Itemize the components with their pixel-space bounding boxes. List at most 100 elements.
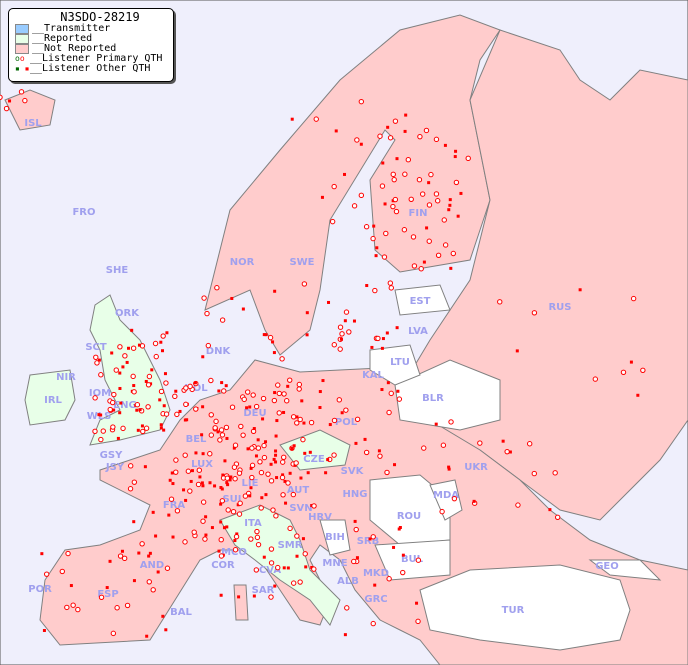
listener-other-qth-marker	[194, 451, 198, 455]
listener-other-qth-marker	[381, 161, 385, 165]
listener-other-qth-marker	[219, 593, 223, 597]
listener-other-qth-marker	[193, 381, 197, 385]
listener-other-qth-marker	[370, 345, 374, 349]
listener-other-qth-marker	[447, 467, 451, 471]
country-label-jsy: JSY	[105, 462, 125, 473]
listener-primary-qth-marker	[218, 553, 225, 559]
listener-primary-qth-marker	[401, 227, 408, 233]
listener-other-qth-marker	[273, 289, 277, 293]
listener-other-qth-marker	[282, 566, 286, 570]
listener-primary-qth-marker	[92, 395, 98, 401]
listener-other-qth-marker	[249, 486, 253, 490]
country-label-cze: CZE	[303, 454, 325, 465]
listener-primary-qth-marker	[232, 547, 239, 553]
country-label-hrv: HRV	[308, 512, 332, 523]
listener-primary-qth-marker	[109, 399, 116, 406]
listener-primary-qth-marker	[392, 118, 399, 124]
listener-other-qth-marker	[222, 526, 226, 530]
listener-other-qth-marker	[201, 484, 205, 488]
listener-other-qth-marker	[380, 388, 384, 392]
listener-other-qth-marker	[143, 465, 147, 469]
listener-other-qth-marker	[162, 428, 166, 432]
listener-primary-qth-marker	[65, 550, 71, 557]
listener-other-qth-marker	[219, 486, 223, 490]
listener-primary-qth-marker	[242, 493, 249, 499]
listener-primary-qth-marker	[372, 287, 378, 294]
country-label-srb: SRB	[357, 536, 380, 547]
land-estonia	[394, 284, 451, 316]
listener-primary-qth-marker	[405, 156, 412, 163]
listener-primary-qth-marker	[284, 398, 290, 404]
land-scandinavia	[204, 14, 501, 356]
listener-primary-qth-marker	[134, 402, 141, 408]
listener-other-qth-marker	[97, 413, 101, 417]
listener-primary-qth-marker	[131, 389, 137, 395]
legend-label: __Listener Primary QTH	[30, 53, 163, 64]
listener-other-qth-marker	[304, 565, 308, 569]
listener-other-qth-marker	[328, 423, 332, 427]
listener-other-qth-marker	[132, 384, 136, 388]
listener-other-qth-marker	[201, 405, 205, 409]
listener-other-qth-marker	[200, 481, 204, 485]
listener-primary-qth-marker	[370, 620, 376, 627]
listener-other-qth-marker	[105, 586, 109, 590]
listener-primary-qth-marker	[187, 383, 193, 390]
listener-other-qth-marker	[274, 449, 278, 453]
listener-primary-qth-marker	[552, 470, 558, 476]
listener-primary-qth-marker	[98, 372, 104, 378]
listener-other-qth-marker	[210, 526, 214, 530]
listener-other-qth-marker	[164, 628, 168, 632]
listener-primary-qth-marker	[416, 176, 423, 183]
listener-primary-qth-marker	[268, 594, 274, 600]
listener-primary-qth-marker	[268, 546, 275, 552]
country-label-cor: COR	[211, 560, 235, 571]
listener-primary-qth-marker	[265, 471, 271, 477]
listener-primary-qth-marker	[160, 333, 166, 339]
listener-primary-qth-marker	[428, 171, 434, 178]
listener-primary-qth-marker	[182, 452, 188, 458]
listener-other-qth-marker	[249, 466, 253, 470]
country-label-fra: FRA	[163, 500, 186, 511]
land-lithuania	[369, 344, 421, 386]
listener-primary-qth-marker	[504, 448, 510, 455]
listener-primary-qth-marker	[297, 579, 303, 585]
listener-other-qth-marker	[223, 459, 227, 463]
listener-other-qth-marker	[221, 473, 225, 477]
not-reported-swatch	[15, 44, 29, 54]
country-label-bal: BAL	[170, 607, 192, 618]
listener-other-qth-marker	[286, 384, 290, 388]
listener-other-qth-marker	[189, 479, 193, 483]
listener-other-qth-marker	[42, 628, 46, 632]
listener-other-qth-marker	[288, 471, 292, 475]
listener-primary-qth-marker	[218, 537, 224, 543]
listener-primary-qth-marker	[531, 310, 538, 316]
listener-primary-qth-marker	[250, 392, 256, 398]
listener-other-qth-marker	[216, 430, 220, 434]
listener-other-qth-marker	[385, 331, 389, 335]
listener-primary-qth-marker	[212, 425, 218, 431]
listener-primary-qth-marker	[195, 481, 202, 488]
listener-primary-qth-marker	[208, 377, 214, 384]
listener-primary-qth-marker	[554, 514, 561, 520]
listener-other-qth-marker	[264, 440, 268, 444]
country-label-smr: SMR	[278, 540, 303, 551]
listener-primary-qth-marker	[254, 528, 260, 535]
legend-item-reported: __Reported	[9, 34, 173, 44]
listener-primary-qth-marker	[205, 342, 212, 349]
listener-primary-qth-marker	[297, 416, 303, 423]
listener-primary-qth-marker	[337, 346, 343, 352]
listener-primary-qth-marker	[229, 404, 236, 410]
listener-other-qth-marker	[343, 319, 347, 323]
listener-primary-qth-marker	[294, 420, 300, 426]
country-label-hol: HOL	[184, 383, 208, 394]
listener-primary-qth-marker	[392, 196, 399, 203]
listener-primary-qth-marker	[107, 406, 113, 413]
listener-other-qth-marker	[292, 444, 296, 448]
listener-primary-qth-marker	[417, 133, 423, 140]
listener-primary-qth-marker	[110, 630, 117, 637]
listener-primary-qth-marker	[384, 469, 390, 476]
listener-other-qth-marker	[154, 534, 158, 538]
listener-primary-qth-marker	[280, 454, 287, 460]
listener-other-qth-marker	[219, 520, 223, 524]
listener-primary-qth-marker	[279, 474, 286, 481]
